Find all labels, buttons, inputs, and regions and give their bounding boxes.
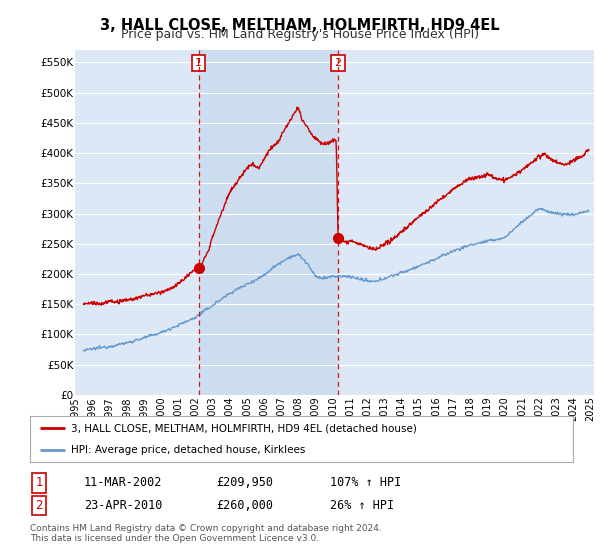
- Text: £260,000: £260,000: [216, 499, 273, 512]
- Text: This data is licensed under the Open Government Licence v3.0.: This data is licensed under the Open Gov…: [30, 534, 319, 543]
- Text: 11-MAR-2002: 11-MAR-2002: [84, 476, 163, 489]
- Text: HPI: Average price, detached house, Kirklees: HPI: Average price, detached house, Kirk…: [71, 445, 305, 455]
- Text: 2: 2: [35, 499, 43, 512]
- Text: 1: 1: [35, 476, 43, 489]
- Text: Price paid vs. HM Land Registry's House Price Index (HPI): Price paid vs. HM Land Registry's House …: [121, 28, 479, 41]
- Text: 26% ↑ HPI: 26% ↑ HPI: [330, 499, 394, 512]
- Text: 23-APR-2010: 23-APR-2010: [84, 499, 163, 512]
- Bar: [199, 50, 338, 395]
- Text: 1: 1: [195, 58, 202, 68]
- Text: 2: 2: [335, 58, 341, 68]
- Text: 107% ↑ HPI: 107% ↑ HPI: [330, 476, 401, 489]
- Text: Contains HM Land Registry data © Crown copyright and database right 2024.: Contains HM Land Registry data © Crown c…: [30, 524, 382, 533]
- Text: £209,950: £209,950: [216, 476, 273, 489]
- Text: 3, HALL CLOSE, MELTHAM, HOLMFIRTH, HD9 4EL: 3, HALL CLOSE, MELTHAM, HOLMFIRTH, HD9 4…: [100, 18, 500, 33]
- Text: 3, HALL CLOSE, MELTHAM, HOLMFIRTH, HD9 4EL (detached house): 3, HALL CLOSE, MELTHAM, HOLMFIRTH, HD9 4…: [71, 423, 416, 433]
